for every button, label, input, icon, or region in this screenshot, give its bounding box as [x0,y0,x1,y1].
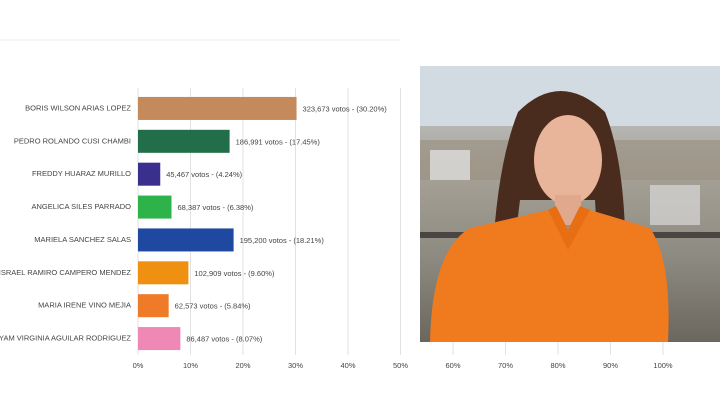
bar [138,195,172,219]
category-label: BORIS WILSON ARIAS LOPEZ [25,103,131,112]
x-tick-label: 30% [288,361,303,370]
value-label: 186,991 votos - (17.45%) [236,137,321,146]
bar [138,261,189,285]
x-tick-label: 80% [550,361,565,370]
x-tick-label: 90% [603,361,618,370]
bar [138,162,161,186]
value-label: 102,909 votos - (9.60%) [194,269,275,278]
x-tick-label: 50% [393,361,408,370]
x-tick-label: 40% [340,361,355,370]
bar [138,294,169,318]
value-label: 195,200 votos - (18.21%) [240,236,325,245]
x-tick-label: 10% [183,361,198,370]
bar [138,228,234,252]
value-label: 62,573 votos - (5.84%) [175,302,251,311]
x-tick-label: 0% [133,361,144,370]
value-label: 86,487 votos - (8.07%) [186,335,262,344]
value-label: 45,467 votos - (4.24%) [166,170,242,179]
value-label: 323,673 votos - (30.20%) [303,104,388,113]
x-tick-label: 60% [445,361,460,370]
category-label: MARIELA SANCHEZ SALAS [34,235,131,244]
category-label: ANGELICA SILES PARRADO [32,202,132,211]
category-label: PEDRO ROLANDO CUSI CHAMBI [14,136,131,145]
bar [138,327,181,351]
bar [138,96,297,120]
x-tick-label: 70% [498,361,513,370]
category-label: FREDDY HUARAZ MURILLO [32,169,131,178]
category-label: MARIA IRENE VINO MEJIA [38,301,131,310]
bar [138,129,230,153]
value-label: 68,387 votos - (6.38%) [177,203,253,212]
category-label: ISRAEL RAMIRO CAMPERO MENDEZ [0,268,131,277]
x-tick-label: 100% [653,361,673,370]
photo [420,66,720,342]
category-label: MIRYAM VIRGINIA AGUILAR RODRIGUEZ [0,334,131,343]
x-tick-label: 20% [235,361,250,370]
